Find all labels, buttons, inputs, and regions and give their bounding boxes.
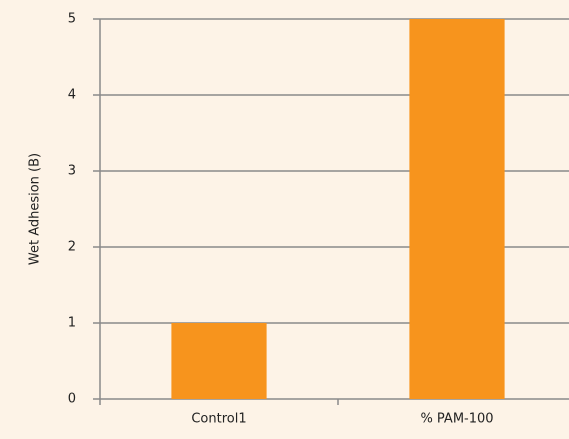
x-tick-label: Control1 xyxy=(191,412,246,427)
y-tick-label: 5 xyxy=(68,12,76,27)
x-tick-label: % PAM-100 xyxy=(420,412,493,427)
y-axis-label: Wet Adhesion (B) xyxy=(28,153,43,265)
y-tick-label: 2 xyxy=(68,240,76,255)
y-tick-label: 3 xyxy=(68,164,76,179)
y-tick-label: 1 xyxy=(68,316,76,331)
y-tick-label: 0 xyxy=(68,392,76,407)
bar xyxy=(171,323,267,399)
bar xyxy=(409,19,505,399)
y-tick-label: 4 xyxy=(68,88,76,103)
